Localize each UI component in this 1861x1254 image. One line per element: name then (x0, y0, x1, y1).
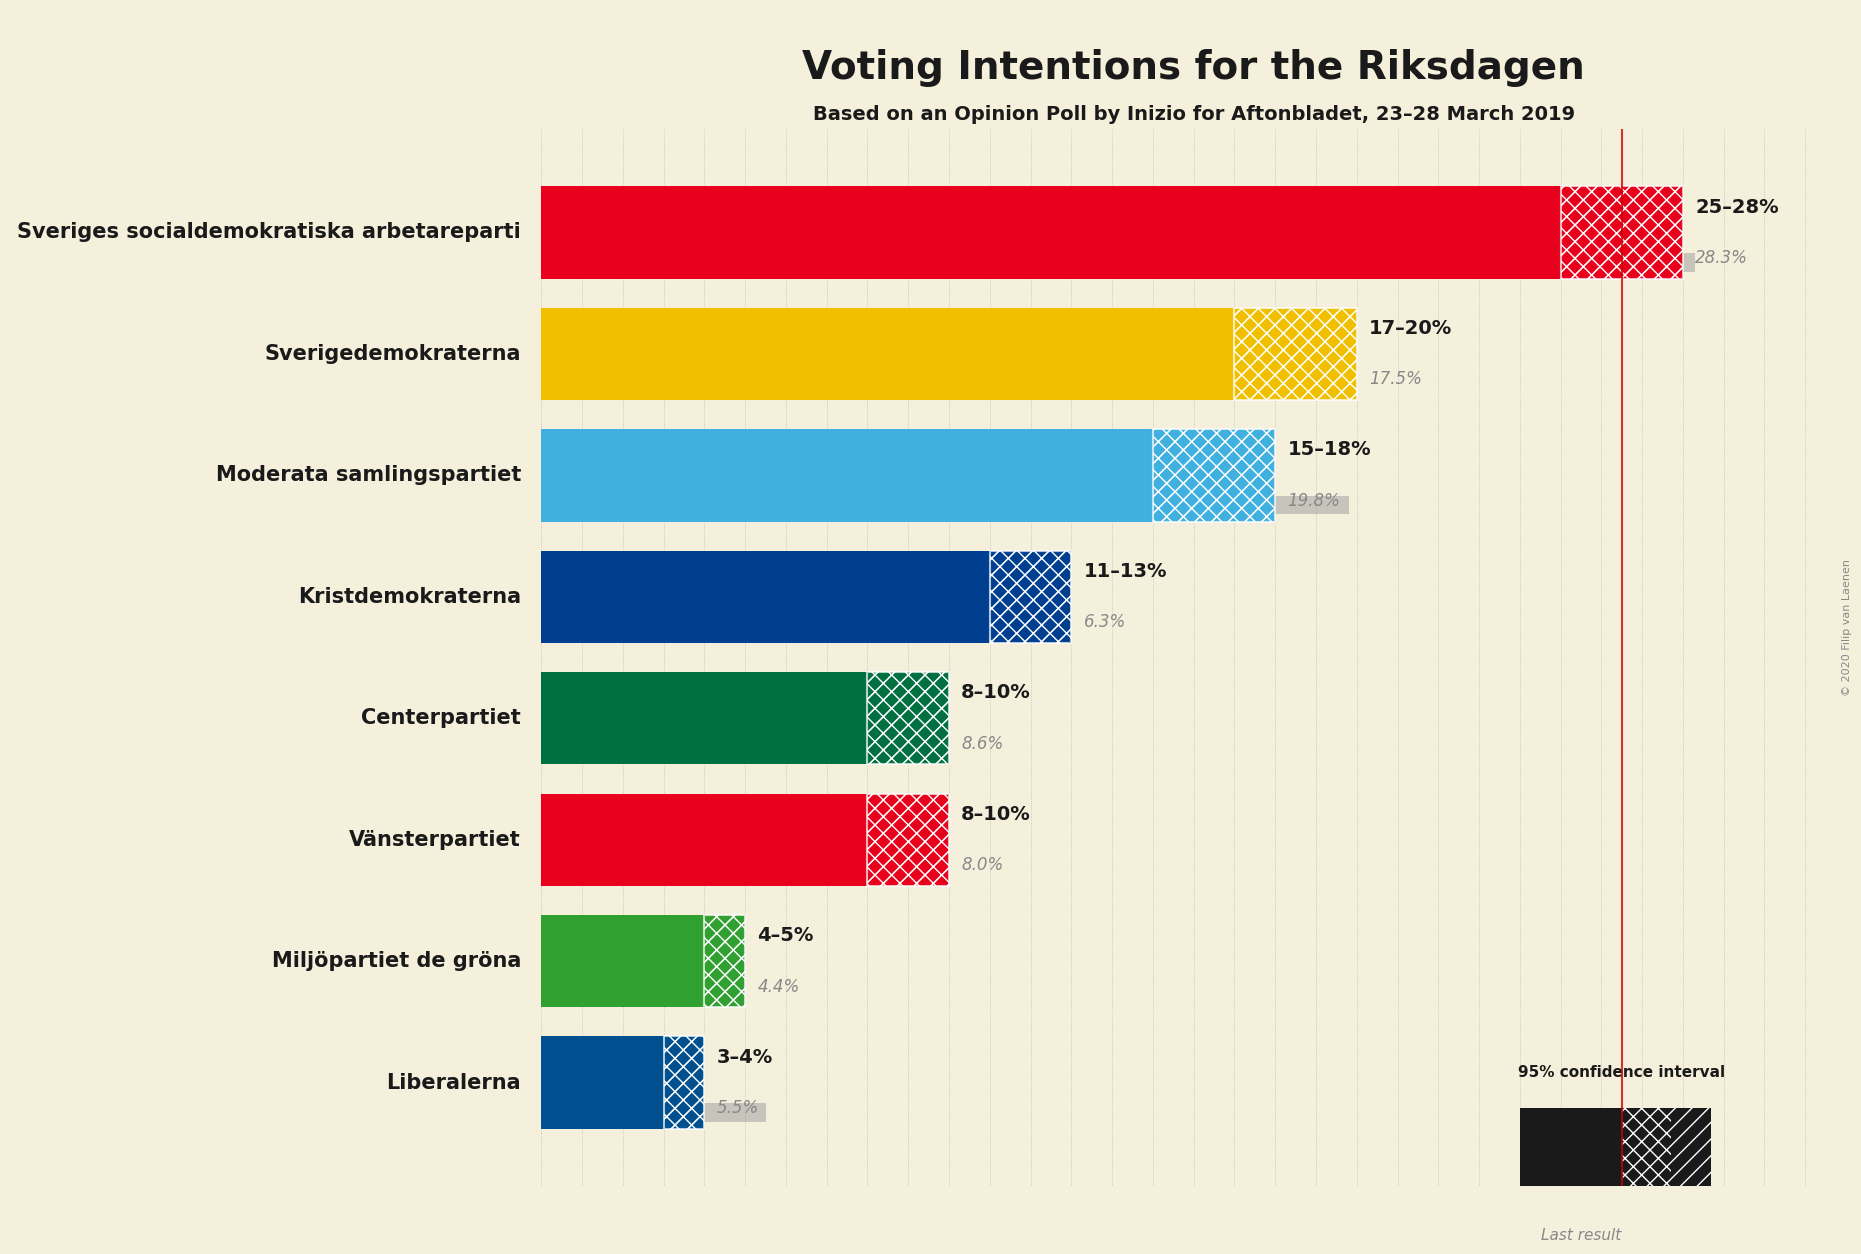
Bar (867, 672, 949, 765)
Bar (1520, 1196, 1641, 1223)
Bar (542, 794, 867, 885)
Bar (1520, 1107, 1621, 1191)
Text: 28.3%: 28.3% (1695, 248, 1747, 267)
Bar (542, 429, 1152, 522)
Text: 95% confidence interval: 95% confidence interval (1519, 1065, 1725, 1080)
Text: with median: with median (1569, 1116, 1675, 1131)
Bar (1561, 187, 1682, 278)
Bar (542, 497, 1349, 514)
Text: Sveriges socialdemokratiska arbetareparti: Sveriges socialdemokratiska arbetarepart… (17, 222, 521, 242)
Bar (990, 551, 1072, 643)
Bar (664, 1037, 703, 1129)
Text: 8–10%: 8–10% (962, 683, 1031, 702)
Text: 8.6%: 8.6% (962, 735, 1003, 752)
Bar (867, 672, 949, 765)
Bar (542, 375, 1254, 393)
Text: 17–20%: 17–20% (1370, 319, 1452, 339)
Text: Kristdemokraterna: Kristdemokraterna (298, 587, 521, 607)
Text: 5.5%: 5.5% (716, 1099, 759, 1117)
Bar (703, 915, 744, 1007)
Text: 4–5%: 4–5% (757, 927, 813, 946)
Bar (542, 618, 798, 636)
Text: 15–18%: 15–18% (1288, 440, 1372, 459)
Text: 25–28%: 25–28% (1695, 198, 1779, 217)
Text: Last result: Last result (1541, 1228, 1621, 1243)
Text: 19.8%: 19.8% (1288, 492, 1340, 509)
Text: Centerpartiet: Centerpartiet (361, 709, 521, 729)
Bar (1671, 1107, 1712, 1191)
Bar (542, 187, 1561, 278)
Bar (867, 794, 949, 885)
Text: 6.3%: 6.3% (1083, 613, 1126, 631)
Bar (542, 253, 1695, 272)
Text: Sverigedemokraterna: Sverigedemokraterna (264, 344, 521, 364)
Text: Voting Intentions for the Riksdagen: Voting Intentions for the Riksdagen (802, 49, 1586, 87)
Text: 3–4%: 3–4% (716, 1047, 772, 1067)
Text: Vänsterpartiet: Vänsterpartiet (350, 830, 521, 850)
Text: 4.4%: 4.4% (757, 978, 800, 996)
Bar (542, 739, 891, 757)
Text: Moderata samlingspartiet: Moderata samlingspartiet (216, 465, 521, 485)
Bar (542, 982, 720, 1001)
Bar (1621, 1107, 1671, 1191)
Text: Miljöpartiet de gröna: Miljöpartiet de gröna (272, 951, 521, 971)
Text: Liberalerna: Liberalerna (387, 1072, 521, 1092)
Bar (542, 551, 990, 643)
Text: 17.5%: 17.5% (1370, 370, 1422, 389)
Bar (542, 860, 867, 879)
Bar (542, 1104, 765, 1121)
Bar (542, 915, 703, 1007)
Bar (867, 794, 949, 885)
Bar (703, 915, 744, 1007)
Bar (1561, 187, 1682, 278)
Bar (542, 1037, 664, 1129)
Text: 8.0%: 8.0% (962, 856, 1003, 874)
Bar (1234, 307, 1357, 400)
Bar (664, 1037, 703, 1129)
Bar (542, 672, 867, 765)
Bar (1152, 429, 1275, 522)
Bar (542, 307, 1234, 400)
Text: Based on an Opinion Poll by Inizio for Aftonbladet, 23–28 March 2019: Based on an Opinion Poll by Inizio for A… (813, 105, 1574, 124)
Bar (990, 551, 1072, 643)
Bar (1234, 307, 1357, 400)
Text: 11–13%: 11–13% (1083, 562, 1167, 581)
Bar (1152, 429, 1275, 522)
Text: 8–10%: 8–10% (962, 805, 1031, 824)
Text: © 2020 Filip van Laenen: © 2020 Filip van Laenen (1842, 558, 1852, 696)
